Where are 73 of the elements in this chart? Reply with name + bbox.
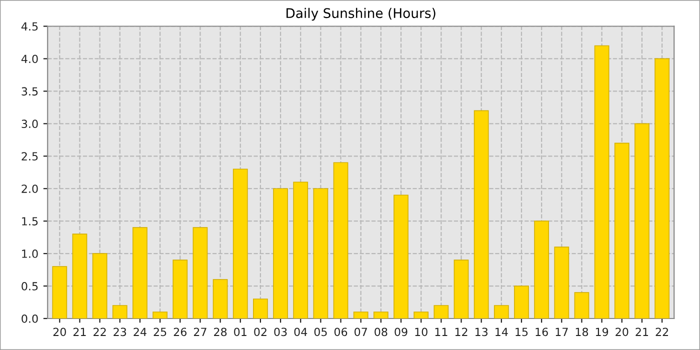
x-tick-label: 18 <box>576 328 588 336</box>
y-tick-label: 2.0 <box>22 184 38 193</box>
bar <box>594 45 610 318</box>
x-tick-label: 21 <box>636 328 648 336</box>
bar <box>434 305 449 318</box>
bar <box>172 260 188 318</box>
y-tick-label: 2.5 <box>22 152 38 161</box>
bar <box>212 279 228 318</box>
bar <box>614 142 630 318</box>
x-tick-label: 22 <box>656 328 668 336</box>
y-tick-label: 0.5 <box>22 282 38 290</box>
bar <box>192 227 208 318</box>
bar <box>634 123 650 318</box>
x-tick-label: 22 <box>94 328 106 336</box>
x-tick-label: 03 <box>274 328 287 336</box>
bar <box>394 194 408 318</box>
bar <box>373 312 388 318</box>
bar <box>72 234 88 318</box>
bar <box>654 58 670 318</box>
x-tick-label: 14 <box>496 328 508 336</box>
x-tick-label: 16 <box>536 328 548 336</box>
y-tick-label: 1.0 <box>22 250 38 258</box>
x-tick-label: 09 <box>394 328 408 336</box>
bar <box>353 312 368 318</box>
x-tick-label: 20 <box>53 328 66 336</box>
bar <box>514 286 529 318</box>
bar <box>232 168 248 318</box>
bar <box>574 292 590 318</box>
y-tick-label: 3.5 <box>22 87 38 96</box>
bar <box>313 188 328 318</box>
bar <box>52 266 68 318</box>
bar <box>494 305 509 318</box>
x-tick-label: 17 <box>556 328 568 336</box>
x-tick-label: 20 <box>616 328 628 336</box>
x-tick-label: 11 <box>435 328 448 336</box>
x-tick-label: 05 <box>314 328 327 336</box>
x-tick-label: 28 <box>214 328 227 336</box>
x-tick-label: 27 <box>194 328 206 336</box>
x-tick-label: 13 <box>475 328 488 336</box>
x-tick-label: 06 <box>334 328 348 336</box>
bar <box>554 246 570 318</box>
y-tick-label: 0.0 <box>22 314 38 323</box>
x-tick-label: 23 <box>114 328 126 336</box>
x-tick-label: 24 <box>134 328 146 336</box>
bar <box>333 162 348 318</box>
bar <box>293 182 308 318</box>
x-tick-label: 08 <box>374 328 388 336</box>
bar <box>273 188 288 318</box>
x-tick-label: 04 <box>294 328 308 336</box>
x-tick-label: 10 <box>415 328 428 336</box>
y-tick-label: 3.0 <box>22 120 38 128</box>
x-tick-label: 12 <box>455 328 468 336</box>
x-tick-label: 25 <box>154 328 166 336</box>
x-tick-label: 26 <box>174 328 186 336</box>
bar <box>132 227 148 318</box>
x-tick-label: 07 <box>354 328 367 336</box>
y-tick-label: 1.5 <box>22 217 38 226</box>
x-tick-label: 15 <box>516 328 528 336</box>
x-tick-label: 02 <box>254 328 266 336</box>
bar <box>414 312 429 318</box>
bar <box>474 110 489 318</box>
bar <box>454 260 469 318</box>
y-tick-label: 4.0 <box>21 54 38 64</box>
x-tick-label: 19 <box>596 328 608 336</box>
x-tick-label: 21 <box>73 328 86 336</box>
x-tick-label: 01 <box>234 328 246 336</box>
bar <box>92 253 108 318</box>
y-tick-label: 4.5 <box>21 22 38 31</box>
bar <box>253 298 268 318</box>
bar <box>152 312 168 318</box>
bar <box>112 305 128 318</box>
bar <box>534 220 550 318</box>
chart-title: Daily Sunshine (Hours) <box>286 8 436 21</box>
